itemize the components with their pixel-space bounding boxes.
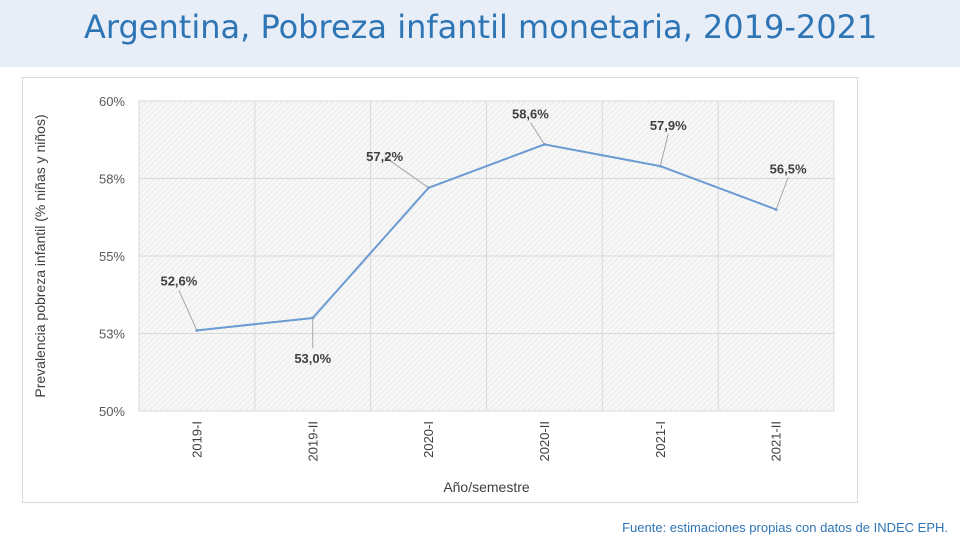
source-note: Fuente: estimaciones propias con datos d… bbox=[622, 520, 948, 535]
leader-line bbox=[384, 156, 429, 189]
x-tick-label: 2019-I bbox=[189, 421, 204, 458]
data-label: 57,2% bbox=[366, 149, 403, 164]
leader-line bbox=[659, 133, 669, 167]
x-axis-title: Año/semestre bbox=[443, 479, 530, 495]
y-tick-label: 58% bbox=[99, 172, 125, 187]
series-line bbox=[196, 143, 777, 332]
y-tick-label: 50% bbox=[99, 404, 125, 419]
x-tick-label: 2021-II bbox=[769, 421, 784, 461]
page-title: Argentina, Pobreza infantil monetaria, 2… bbox=[84, 8, 878, 46]
x-tick-label: 2020-II bbox=[537, 421, 552, 461]
line-chart: 50% 53% 55% 58% 60% 2019-I 2019-II 2020-I 2020-I… bbox=[32, 94, 835, 495]
x-tick-label: 2019-II bbox=[305, 421, 320, 461]
data-label: 57,9% bbox=[650, 118, 687, 133]
leader-line bbox=[178, 290, 198, 331]
x-tick-label: 2020-I bbox=[421, 421, 436, 458]
y-tick-label: 60% bbox=[99, 94, 125, 109]
y-tick-label: 53% bbox=[99, 327, 125, 342]
title-bar: Argentina, Pobreza infantil monetaria, 2… bbox=[0, 0, 960, 67]
data-label: 53,0% bbox=[294, 351, 331, 366]
data-label: 58,6% bbox=[512, 106, 549, 121]
y-axis-title: Prevalencia pobreza infantil (% niñas y … bbox=[32, 114, 48, 397]
x-tick-label: 2021-I bbox=[653, 421, 668, 458]
leader-line bbox=[775, 177, 789, 210]
data-label: 56,5% bbox=[770, 162, 807, 177]
data-point bbox=[658, 164, 662, 168]
chart-frame: 50% 53% 55% 58% 60% 2019-I 2019-II 2020-I 2020-I… bbox=[22, 77, 858, 503]
y-tick-label: 55% bbox=[99, 249, 125, 264]
data-label: 52,6% bbox=[160, 273, 197, 288]
leader-line bbox=[529, 122, 545, 145]
